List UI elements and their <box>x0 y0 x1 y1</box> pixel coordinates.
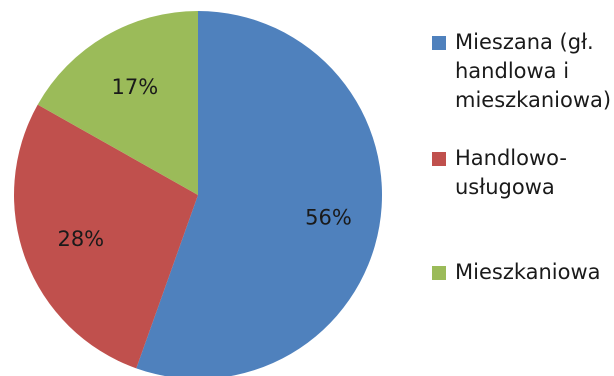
legend-label-handlowo-uslugowa: Handlowo- usługowa <box>455 146 567 199</box>
legend-label-mieszana: Mieszana (gł. handlowa i mieszkaniowa) <box>455 30 612 112</box>
legend-swatch-mieszkaniowa <box>432 266 446 280</box>
slice-label-mieszkaniowa: 17% <box>112 75 159 99</box>
legend-item-mieszana: Mieszana (gł. handlowa i mieszkaniowa) <box>432 28 614 115</box>
legend-label-mieszkaniowa: Mieszkaniowa <box>455 260 601 284</box>
slice-label-mieszana: 56% <box>305 206 352 230</box>
legend-swatch-handlowo-uslugowa <box>432 152 446 166</box>
pie-slice-mieszkaniowa <box>37 11 199 195</box>
slices-group <box>14 11 382 376</box>
pie-slice-handlowo-uslugowa <box>14 104 198 369</box>
legend-item-handlowo-uslugowa: Handlowo- usługowa <box>432 144 614 202</box>
slice-label-handlowo-uslugowa: 28% <box>57 227 104 251</box>
pie-slice-mieszana <box>136 11 382 376</box>
slice-labels-group: 56% 28% 17% <box>57 75 351 251</box>
legend-item-mieszkaniowa: Mieszkaniowa <box>432 258 614 287</box>
legend-swatch-mieszana <box>432 36 446 50</box>
